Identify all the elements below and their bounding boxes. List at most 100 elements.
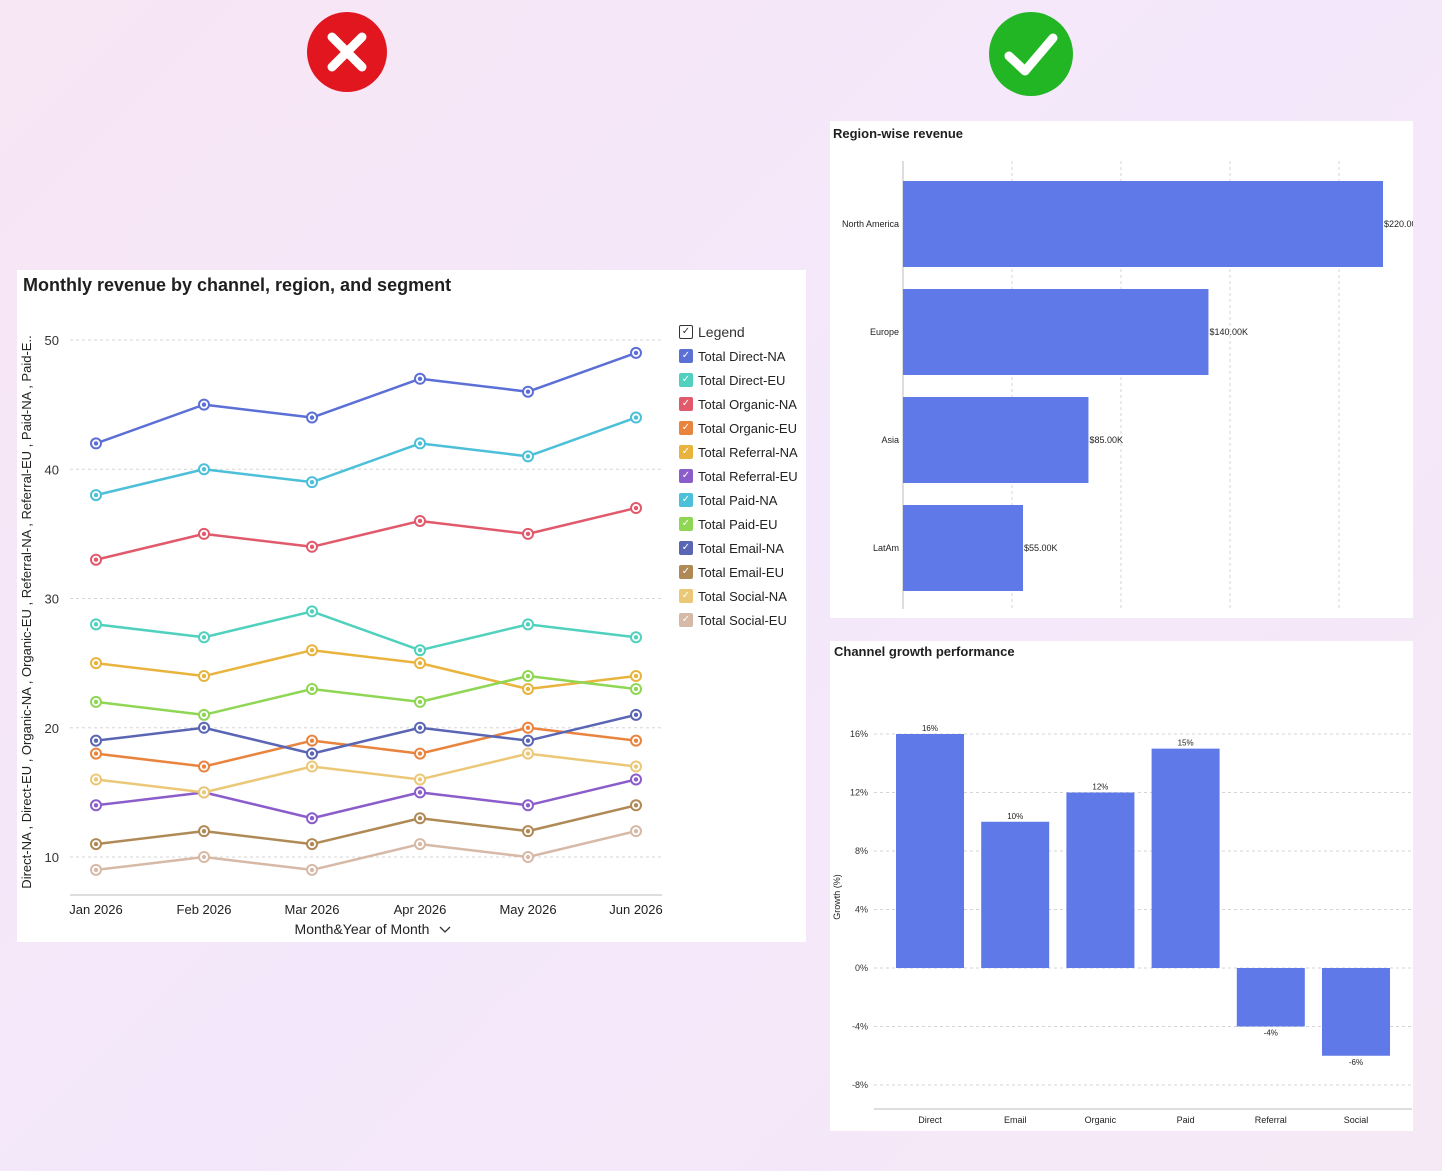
- data-point-center: [525, 622, 531, 627]
- data-point-center: [93, 622, 99, 627]
- legend-label: Total Social-NA: [698, 588, 787, 604]
- data-point-center: [417, 660, 423, 666]
- y-tick-label: 12%: [850, 788, 868, 798]
- region-revenue-panel: Region-wise revenue North America $220.00…: [830, 121, 1413, 618]
- legend-checkbox[interactable]: ✓: [679, 421, 693, 435]
- data-point-center: [309, 841, 315, 847]
- x-tick-label: Email: [1004, 1115, 1027, 1125]
- x-tick-label: Jun 2026: [609, 902, 663, 917]
- legend-item[interactable]: ✓ Total Email-EU: [679, 562, 784, 582]
- series-line: [95, 752, 637, 794]
- legend-item[interactable]: ✓ Total Social-NA: [679, 586, 787, 606]
- y-tick-label: 30: [45, 592, 59, 607]
- legend-item[interactable]: ✓ Total Organic-EU: [679, 418, 797, 438]
- legend-checkbox[interactable]: ✓: [679, 541, 693, 555]
- y-tick-label: 50: [45, 333, 59, 348]
- legend-label: Total Referral-NA: [698, 444, 798, 460]
- legend-checkbox[interactable]: ✓: [679, 565, 693, 579]
- data-label: $140.00K: [1209, 327, 1248, 337]
- region-revenue-plot: North America $220.00K Europe $140.00K Asia $…: [842, 161, 1413, 609]
- legend-item[interactable]: ✓ Total Referral-EU: [679, 466, 798, 486]
- data-point-center: [525, 854, 531, 860]
- data-point-center: [201, 402, 207, 407]
- data-point-center: [201, 790, 207, 795]
- data-point-center: [93, 699, 99, 705]
- series-line: [95, 829, 637, 872]
- data-point-center: [525, 738, 531, 743]
- legend-item[interactable]: ✓ Total Direct-EU: [679, 370, 785, 390]
- legend-item[interactable]: ✓ Total Referral-NA: [679, 442, 798, 462]
- legend-checkbox[interactable]: ✓: [679, 397, 693, 411]
- legend-item[interactable]: ✓ Total Email-NA: [679, 538, 784, 558]
- data-point-center: [93, 777, 99, 782]
- data-point-center: [309, 751, 315, 756]
- data-point-center: [309, 648, 315, 653]
- data-point-center: [93, 841, 99, 847]
- data-point-center: [309, 816, 315, 821]
- data-point-center: [417, 790, 423, 795]
- series-line: [95, 674, 637, 717]
- bar: [903, 181, 1383, 267]
- x-tick-label: Paid: [1177, 1115, 1195, 1125]
- data-point-center: [93, 738, 99, 743]
- line-chart-plot: 10 20 30 40 50 Jan 2026 Feb 2026 Mar 2026 Apr 20…: [19, 333, 663, 937]
- data-point-center: [525, 686, 531, 692]
- legend-checkbox[interactable]: ✓: [679, 373, 693, 387]
- category-label: North America: [842, 219, 899, 229]
- data-point-center: [525, 673, 531, 679]
- data-point-center: [417, 777, 423, 782]
- y-axis-title: Growth (%): [832, 874, 842, 920]
- legend-item[interactable]: ✓ Total Organic-NA: [679, 394, 797, 414]
- legend-checkbox[interactable]: ✓: [679, 589, 693, 603]
- data-point-center: [417, 699, 423, 705]
- legend-item[interactable]: ✓ Total Social-EU: [679, 610, 787, 630]
- legend-label: Total Social-EU: [698, 612, 787, 628]
- data-label: 10%: [1007, 812, 1023, 821]
- legend-title-toggle[interactable]: ✓ Legend: [679, 322, 745, 342]
- legend-checkbox[interactable]: ✓: [679, 469, 693, 483]
- data-point-center: [201, 531, 207, 537]
- legend-checkbox[interactable]: ✓: [679, 349, 693, 363]
- y-tick-label: 10: [45, 850, 59, 865]
- series-line: [95, 804, 637, 846]
- data-point-center: [201, 725, 207, 730]
- legend-label: Total Direct-EU: [698, 372, 786, 388]
- x-tick-label: Direct: [918, 1115, 942, 1125]
- legend-item[interactable]: ✓ Total Paid-NA: [679, 490, 777, 510]
- data-point-center: [633, 828, 639, 834]
- y-tick-label: -4%: [852, 1022, 868, 1032]
- series-line: [95, 610, 637, 652]
- x-tick-label: Jan 2026: [69, 902, 123, 917]
- data-point-center: [633, 686, 639, 692]
- legend-checkbox[interactable]: ✓: [679, 517, 693, 531]
- data-label: 12%: [1092, 783, 1108, 792]
- legend-label: Total Paid-NA: [698, 492, 778, 508]
- data-point-center: [633, 764, 639, 769]
- legend-item[interactable]: ✓ Total Direct-NA: [679, 346, 785, 366]
- x-tick-label: Feb 2026: [177, 902, 232, 917]
- data-point-center: [525, 751, 531, 756]
- legend-checkbox[interactable]: ✓: [679, 493, 693, 507]
- data-point-center: [309, 867, 315, 873]
- data-point-center: [93, 492, 99, 498]
- legend-label: Total Organic-EU: [698, 420, 797, 436]
- y-tick-label: 16%: [850, 729, 868, 739]
- legend-checkbox[interactable]: ✓: [679, 613, 693, 627]
- bar: [896, 734, 964, 968]
- legend-checkbox[interactable]: ✓: [679, 445, 693, 459]
- data-point-center: [201, 828, 207, 834]
- data-label: $220.00K: [1384, 219, 1413, 229]
- legend-title-checkbox[interactable]: ✓: [679, 325, 693, 339]
- data-point-center: [633, 350, 639, 356]
- data-point-center: [633, 803, 639, 808]
- data-point-center: [417, 841, 423, 847]
- category-label: LatAm: [873, 543, 899, 553]
- legend-label: Total Email-EU: [698, 564, 784, 580]
- data-point-center: [525, 389, 531, 394]
- bar: [1322, 968, 1390, 1056]
- x-tick-label: Mar 2026: [285, 902, 340, 917]
- data-point-center: [417, 648, 423, 653]
- bar: [1236, 968, 1305, 1027]
- legend-item[interactable]: ✓ Total Paid-EU: [679, 514, 777, 534]
- data-point-center: [525, 531, 531, 537]
